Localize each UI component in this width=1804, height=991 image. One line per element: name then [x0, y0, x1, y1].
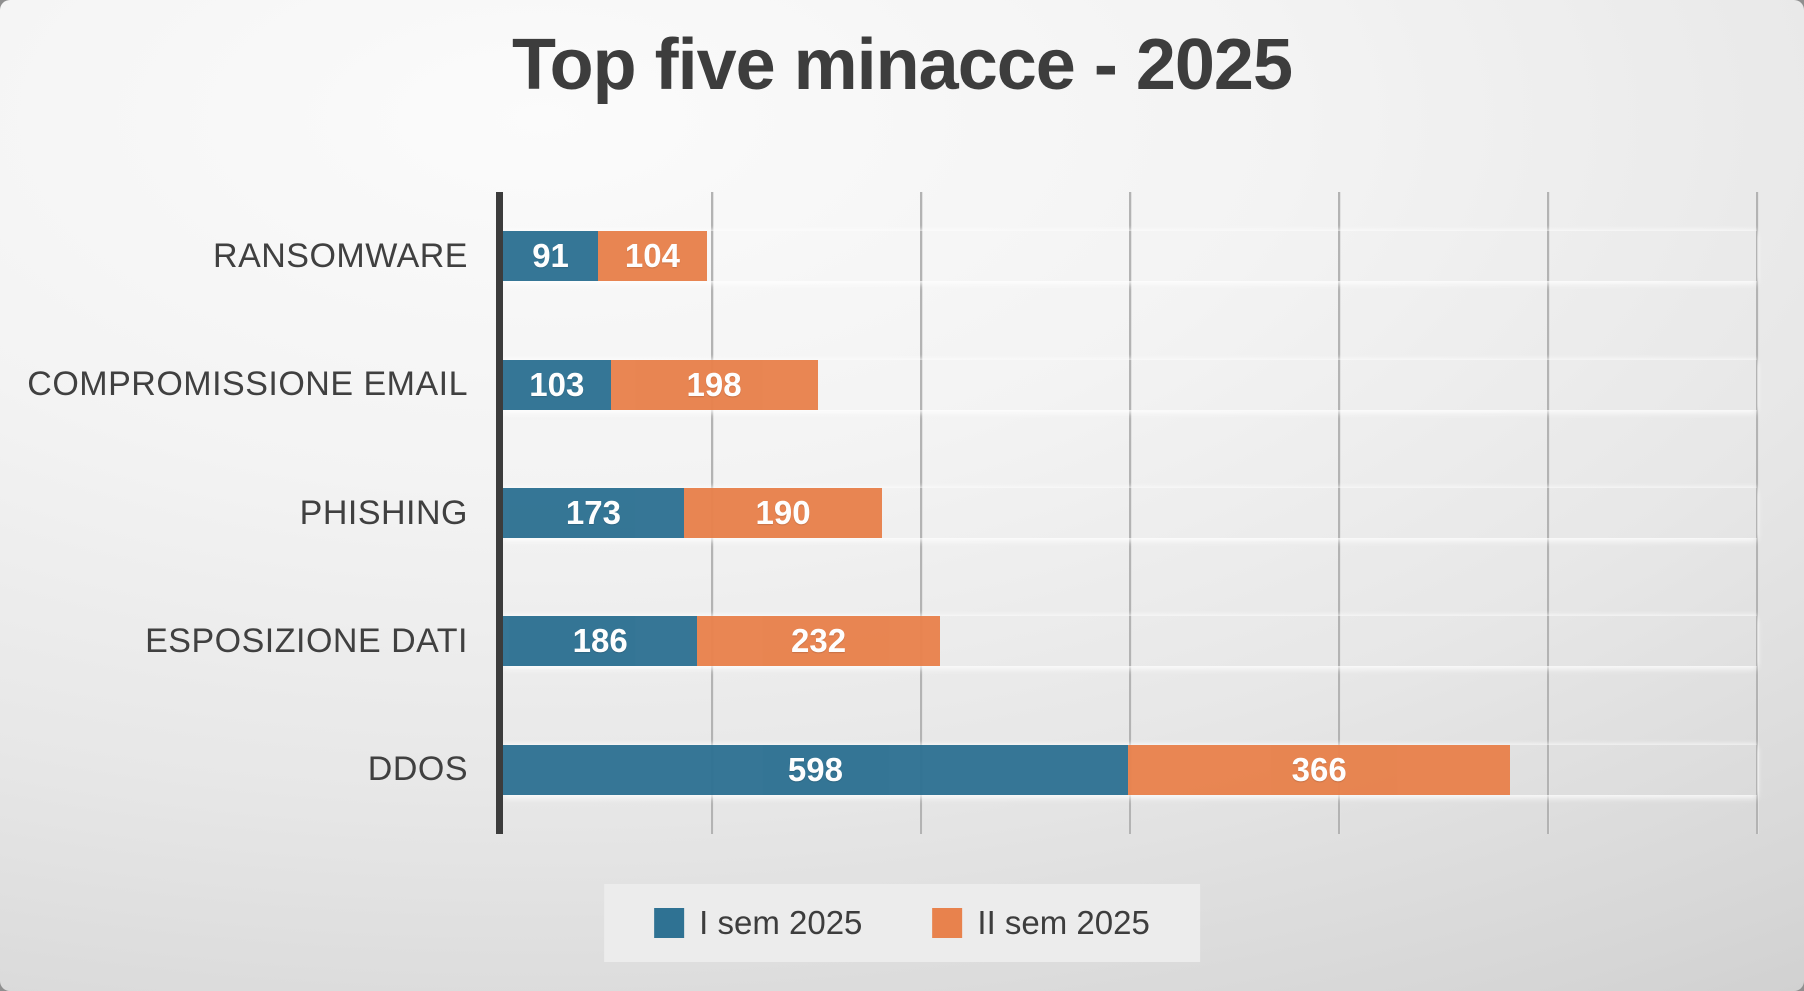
bar-segment-i-sem-2025: 598	[503, 744, 1128, 795]
bars-layer: 91 104 103 198 173 190 186 232 598 366	[503, 192, 1757, 834]
category-label: RANSOMWARE	[213, 236, 468, 275]
bar-stack: 173 190	[503, 488, 1757, 539]
legend-label: II sem 2025	[977, 904, 1150, 941]
chart-title: Top five minacce - 2025	[511, 25, 1293, 105]
category-label: ESPOSIZIONE DATI	[145, 621, 468, 660]
bar-segment-i-sem-2025: 173	[503, 488, 684, 539]
bar-stack: 103 198	[503, 359, 1757, 410]
bar-row: 598 366	[503, 706, 1757, 834]
value-label: 103	[529, 365, 585, 403]
plot-area: 91 104 103 198 173 190 186 232 598 366	[496, 192, 1759, 834]
gridline-600	[1129, 192, 1132, 834]
bar-segment-ii-sem-2025: 232	[697, 616, 940, 667]
bar-stack: 186 232	[503, 616, 1757, 667]
bar-segment-ii-sem-2025: 104	[598, 231, 707, 282]
value-label: 91	[532, 237, 569, 275]
gridline-400	[920, 192, 923, 834]
category-label: COMPROMISSIONE EMAIL	[27, 365, 468, 404]
bar-row: 186 232	[503, 577, 1757, 705]
bar-segment-ii-sem-2025: 198	[610, 359, 818, 410]
value-label: 198	[686, 365, 742, 403]
gridline-1200	[1756, 192, 1759, 834]
bar-row: 91 104	[503, 192, 1757, 320]
legend-swatch-icon	[932, 908, 963, 938]
value-label: 598	[787, 750, 843, 788]
value-label: 232	[791, 622, 847, 660]
bar-segment-ii-sem-2025: 190	[683, 488, 883, 539]
category-axis-labels: RANSOMWARE COMPROMISSIONE EMAIL PHISHING ES…	[0, 192, 468, 834]
gridline-1000	[1547, 192, 1550, 834]
legend-item: II sem 2025	[932, 904, 1150, 942]
gridline-800	[1338, 192, 1341, 834]
y-axis-line	[496, 192, 503, 834]
value-label: 173	[565, 494, 621, 532]
bar-stack: 91 104	[503, 231, 1757, 282]
bar-segment-i-sem-2025: 186	[503, 616, 698, 667]
bar-row: 103 198	[503, 320, 1757, 448]
value-label: 190	[755, 494, 811, 532]
bar-segment-i-sem-2025: 91	[503, 231, 599, 282]
bar-row: 173 190	[503, 449, 1757, 577]
legend-item: I sem 2025	[654, 904, 862, 942]
bar-stack: 598 366	[503, 744, 1757, 795]
value-label: 366	[1291, 750, 1347, 788]
legend-swatch-icon	[654, 908, 685, 938]
value-label: 104	[624, 237, 680, 275]
bar-segment-i-sem-2025: 103	[503, 359, 611, 410]
bar-segment-ii-sem-2025: 366	[1127, 744, 1511, 795]
legend-label: I sem 2025	[699, 904, 863, 941]
legend: I sem 2025 II sem 2025	[604, 884, 1200, 962]
category-label: DDOS	[367, 750, 468, 789]
category-label: PHISHING	[299, 493, 468, 532]
value-label: 186	[572, 622, 628, 660]
